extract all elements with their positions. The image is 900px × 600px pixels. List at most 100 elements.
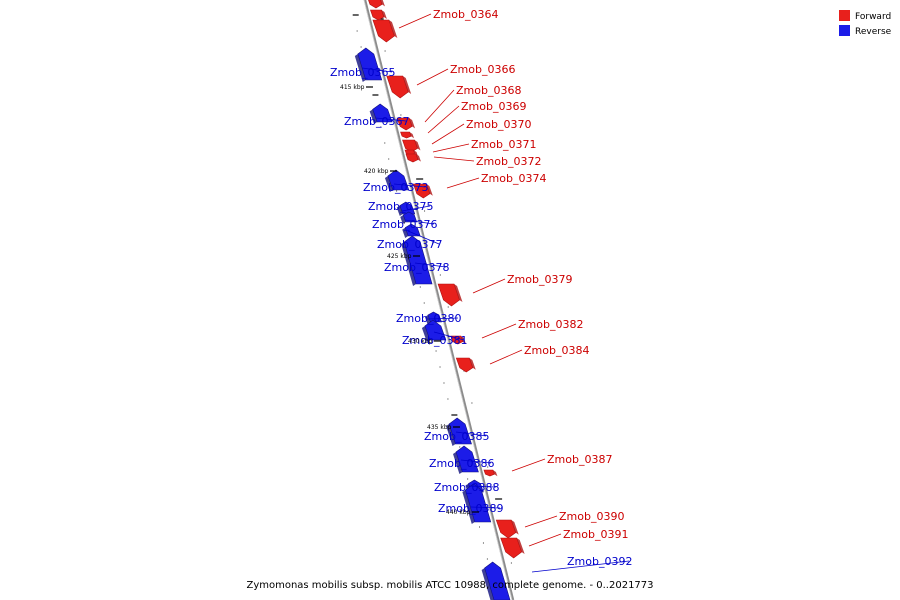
gene-label: Zmob_0370 [466, 118, 531, 131]
gene-shadow [511, 520, 519, 535]
legend-forward-label: Forward [855, 12, 891, 22]
gene-shadow [396, 205, 403, 216]
gene-shadow [426, 184, 433, 196]
kbp-scale-labels: 415 kbp 420 kbp 425 kbp 430 kbp 435 kbp 440 k… [340, 84, 479, 516]
leader-line [470, 506, 501, 509]
gene-label: Zmob_0365 [330, 66, 395, 79]
gene-shadow [388, 20, 398, 38]
reverse-gene-shape [357, 47, 383, 81]
gene-arrow [455, 357, 476, 373]
forward-gene-shape [400, 131, 412, 139]
gene-label: Zmob_0367 [344, 115, 409, 128]
gene-arrow [402, 223, 421, 238]
kbp-label: 430 kbp [408, 338, 433, 345]
gene-label: Zmob_0390 [559, 510, 624, 523]
gene-arrow [354, 47, 383, 82]
genome-axis-highlight [363, 0, 513, 600]
gene-shadow [400, 215, 406, 224]
gene-shadow [413, 150, 418, 156]
leader-line [407, 230, 440, 245]
gene-arrow [368, 0, 385, 9]
reverse-gene-shape [455, 445, 479, 473]
gene-label: Zmob_0377 [377, 238, 442, 251]
gene-label: Zmob_0391 [563, 528, 628, 541]
gene-shadow [414, 140, 421, 151]
gene-label: Zmob_0378 [384, 261, 449, 274]
gene-label: Zmob_0388 [434, 481, 499, 494]
gene-shadow [469, 358, 476, 370]
gene-label: Zmob_0389 [438, 502, 503, 515]
gene-label: Zmob_0392 [567, 555, 632, 568]
gene-shadow [492, 470, 498, 477]
gene-arrow [370, 9, 387, 21]
gene-shadow [381, 10, 387, 19]
leader-line [432, 143, 470, 153]
gene-arrow [495, 519, 519, 539]
label-leader-lines [361, 13, 630, 573]
kbp-label: 440 kbp [446, 509, 471, 516]
gene-arrow [400, 131, 415, 139]
reverse-gene-shape [403, 235, 433, 285]
gene-label: Zmob_0386 [429, 457, 494, 470]
gene-shadow [409, 118, 416, 129]
leader-line [433, 331, 465, 341]
gene-shadow [462, 490, 475, 524]
forward-gene-shape [495, 519, 517, 539]
gene-arrow [437, 283, 463, 307]
leader-line [460, 459, 492, 464]
kbp-label: 420 kbp [364, 168, 389, 175]
gene-label: Zmob_0366 [450, 63, 515, 76]
leader-line [431, 123, 465, 145]
gene-arrow [396, 117, 416, 131]
leader-line [375, 117, 407, 122]
gene-shadow [384, 176, 393, 192]
gene-shadow [446, 424, 456, 446]
leader-line [416, 68, 449, 86]
leader-line [433, 156, 475, 162]
forward-gene-shape [405, 153, 419, 163]
leader-line [393, 183, 426, 188]
leader-line [361, 67, 393, 73]
leader-line [424, 89, 455, 123]
gene-arrow [405, 153, 421, 163]
gene-shadow [453, 452, 463, 474]
gene-arrow [483, 469, 498, 477]
leader-line [427, 317, 459, 320]
gene-shadow [424, 315, 431, 324]
forward-gene-shape [402, 139, 418, 153]
gene-labels: Zmob_0364 Zmob_0365 Zmob_0366 Zmob_0367 Zmob… [330, 8, 632, 568]
gene-label: Zmob_0387 [547, 453, 612, 466]
gene-shadow [454, 284, 463, 302]
kbp-label: 415 kbp [340, 84, 365, 91]
gene-shadow [401, 242, 417, 286]
gene-features [354, 0, 525, 600]
forward-gene-shape [437, 283, 460, 307]
kbp-label: 435 kbp [427, 424, 452, 431]
gene-label: Zmob_0373 [363, 181, 428, 194]
gene-arrow [386, 75, 412, 99]
gene-shadow [402, 76, 412, 94]
gene-shadow [380, 0, 385, 7]
gene-arrow [400, 211, 418, 224]
gene-label: Zmob_0379 [507, 273, 572, 286]
gene-arrow [462, 483, 492, 524]
gene-arrow [369, 103, 393, 124]
gene-label: Zmob_0372 [476, 155, 541, 168]
gene-label: Zmob_0380 [396, 312, 461, 325]
gene-shadow [516, 538, 525, 554]
gene-label: Zmob_0374 [481, 172, 546, 185]
forward-gene-shape [412, 183, 431, 199]
gene-label: Zmob_0368 [456, 84, 521, 97]
forward-gene-shape [396, 117, 413, 131]
gene-label: Zmob_0382 [518, 318, 583, 331]
leader-line [472, 278, 506, 294]
gene-shadow [415, 154, 421, 162]
forward-gene-shape [483, 469, 495, 477]
figure-caption: Zymomonas mobilis subsp. mobilis ATCC 10… [246, 580, 653, 591]
leader-line [528, 533, 562, 547]
gene-arrow [412, 183, 433, 199]
gene-shadow [481, 568, 494, 600]
forward-gene-shape [370, 9, 385, 21]
gene-shadow [369, 109, 378, 124]
leader-line [414, 262, 447, 268]
